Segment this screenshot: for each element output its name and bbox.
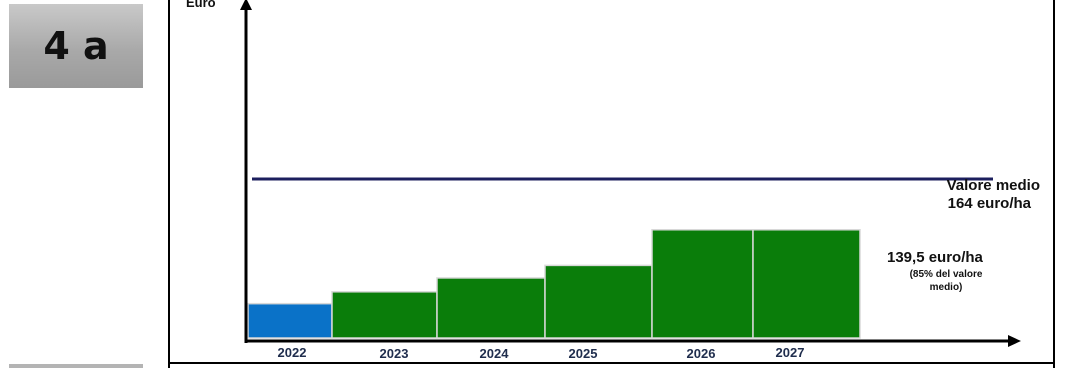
bars-group: [247, 229, 861, 339]
bar-2023: [331, 291, 438, 339]
y-axis-arrow: [240, 0, 252, 10]
x-tick-label-2024: 2024: [480, 346, 510, 361]
annotation-sub-line2: medio): [930, 282, 963, 293]
annotation-sub-line1: (85% del valore: [910, 269, 983, 280]
x-tick-label-2022: 2022: [278, 345, 307, 360]
bar-2022: [247, 302, 333, 339]
x-tick-labels: 2022 2023 2024 2025 2026 2027: [278, 345, 805, 361]
x-tick-label-2026: 2026: [687, 346, 716, 361]
chart-frame: [168, 0, 1055, 364]
bar-2026: [651, 229, 754, 339]
slide-number-badge: 4 a: [9, 4, 143, 88]
bar-2027: [752, 229, 861, 339]
reference-label-line2: 164 euro/ha: [948, 195, 1032, 212]
reference-label-line1: Valore medio: [947, 177, 1040, 194]
slide-number-label: 4 a: [43, 24, 109, 68]
x-axis-arrow: [1008, 335, 1021, 347]
badge-bottom-edge: [9, 364, 143, 368]
chart-frame-lower-edge: [168, 364, 1055, 368]
annotation-main: 139,5 euro/ha: [887, 249, 984, 266]
x-tick-label-2023: 2023: [380, 346, 409, 361]
bar-2025: [544, 264, 653, 339]
x-tick-label-2025: 2025: [569, 346, 598, 361]
y-axis-label: Euro: [186, 0, 216, 10]
x-tick-label-2027: 2027: [776, 345, 805, 360]
bar-2024: [436, 277, 546, 339]
